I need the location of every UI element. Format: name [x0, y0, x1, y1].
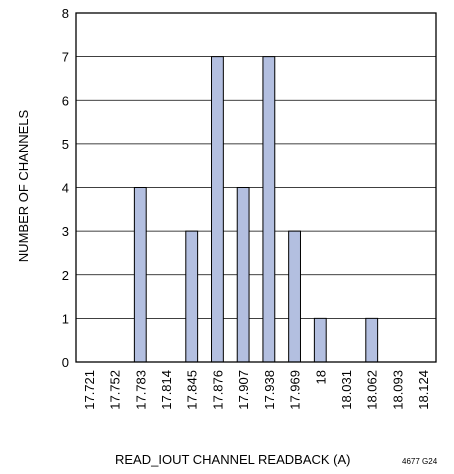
plot-frame [75, 12, 437, 363]
y-tick-label: 0 [62, 355, 69, 370]
bar-18 [313, 317, 327, 363]
y-tick-label: 2 [62, 268, 69, 283]
x-tick-labels: 17.721 17.752 17.783 17.814 17.845 17.876 17.9… [82, 370, 431, 410]
y-axis-title: NUMBER OF CHANNELS [16, 109, 31, 262]
x-tick-label: 17.969 [288, 370, 303, 410]
y-tick-label: 6 [62, 93, 69, 108]
x-tick-label: 17.845 [185, 370, 200, 410]
y-tick-label: 4 [62, 181, 69, 196]
x-tick-label: 18.124 [416, 370, 431, 410]
bar-17.969 [288, 230, 301, 363]
bar-17.876 [211, 56, 224, 363]
x-axis-title: READ_IOUT CHANNEL READBACK (A) [115, 452, 351, 467]
bar-17.938 [262, 56, 276, 363]
x-tick-label: 17.721 [82, 370, 97, 410]
x-tick-label: 17.814 [159, 370, 174, 410]
grid-lines [76, 56, 436, 319]
figure-id: 4677 G24 [402, 457, 438, 466]
y-tick-label: 1 [62, 311, 69, 326]
x-tick-label: 17.876 [210, 370, 225, 410]
bar-17.907 [236, 187, 250, 363]
y-tick-label: 8 [62, 6, 69, 21]
bar-17.845 [185, 230, 199, 363]
y-tick-label: 5 [62, 137, 69, 152]
x-tick-label: 18.031 [339, 370, 354, 410]
x-tick-label: 18.062 [365, 370, 380, 410]
bars [133, 56, 379, 363]
bar-17.783 [133, 187, 147, 363]
x-tick-label: 17.938 [262, 370, 277, 410]
bar-18.062 [365, 317, 379, 363]
x-tick-label: 18 [313, 370, 328, 384]
y-tick-label: 3 [62, 224, 69, 239]
x-tick-label: 17.752 [108, 370, 123, 410]
x-tick-label: 18.093 [390, 370, 405, 410]
y-tick-labels: 0 1 2 3 4 5 6 7 8 [62, 6, 69, 370]
x-tick-label: 17.783 [133, 370, 148, 410]
x-tick-label: 17.907 [236, 370, 251, 410]
y-tick-label: 7 [62, 50, 69, 65]
